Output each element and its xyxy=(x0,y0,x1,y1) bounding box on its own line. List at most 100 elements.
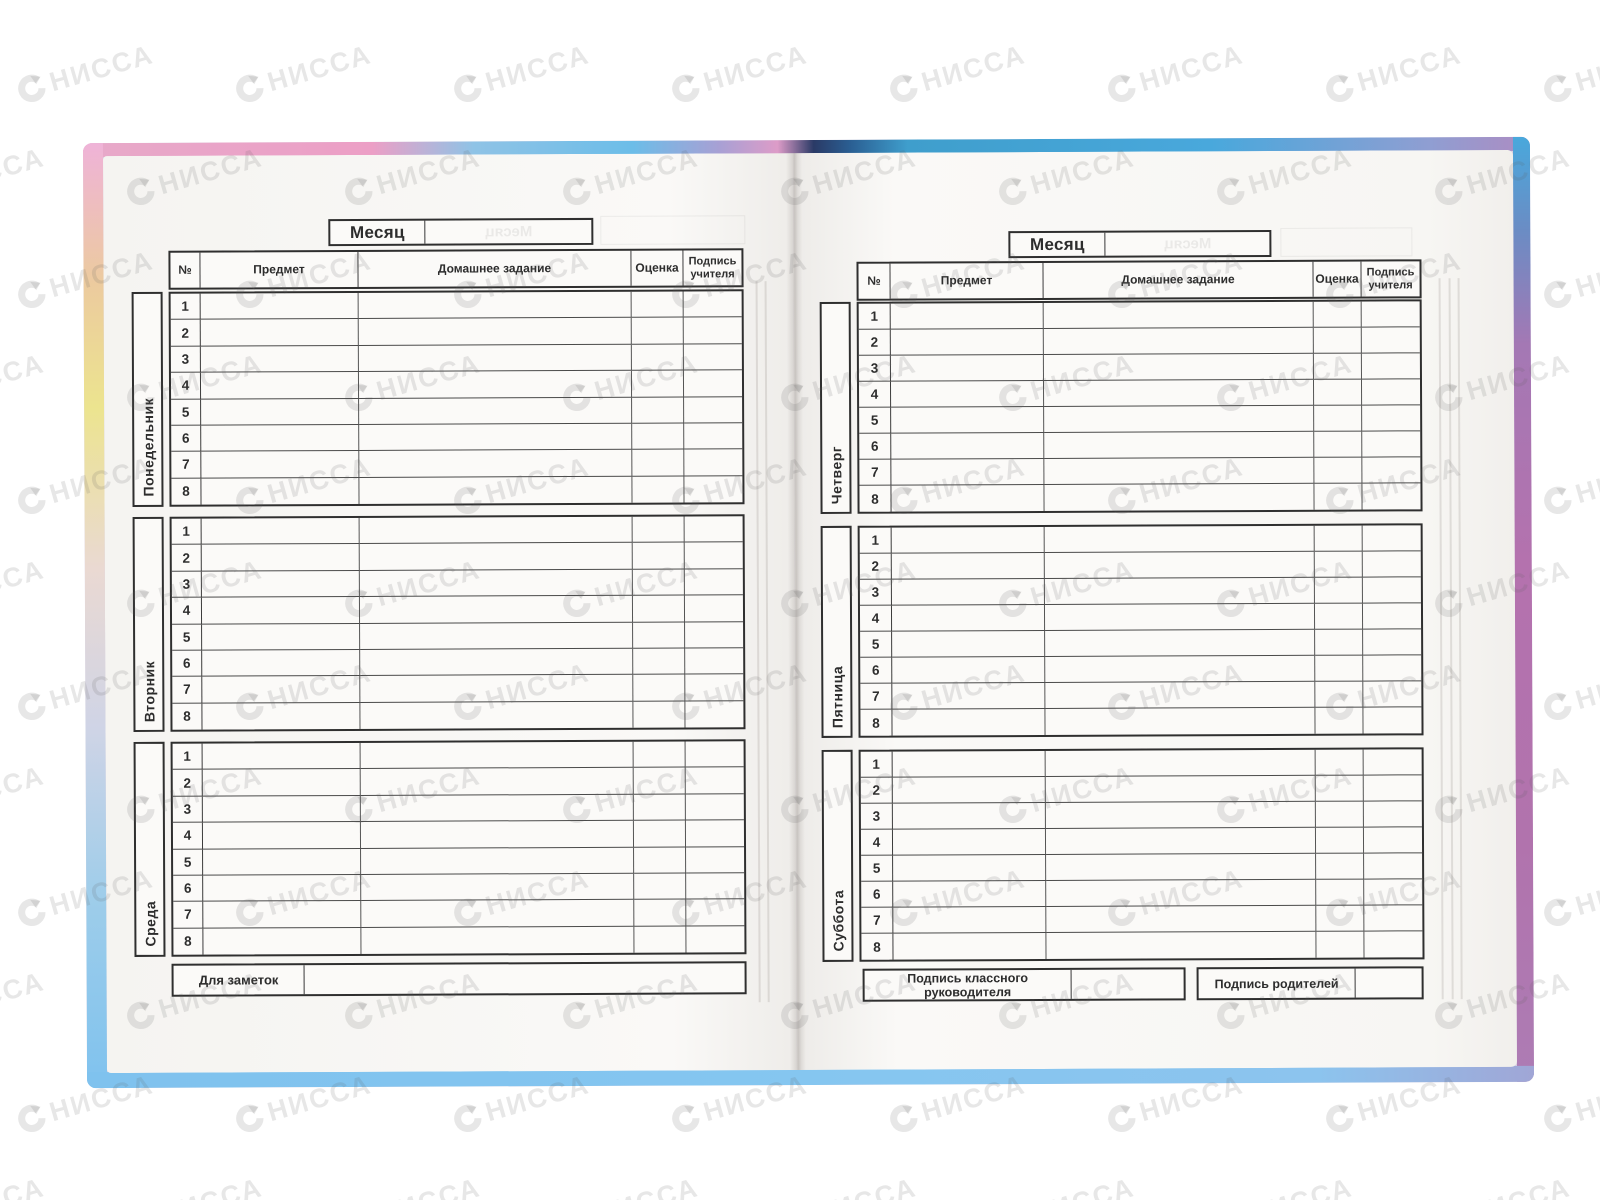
watermark: НИССА xyxy=(993,0,1138,5)
column-header-teacher-sign: Подпись учителя xyxy=(1366,266,1415,292)
subject-cell xyxy=(892,708,1046,736)
watermark-text: НИССА xyxy=(1572,451,1600,510)
grade-cell xyxy=(1314,405,1363,432)
homework-cell xyxy=(359,595,634,624)
column-header-teacher-sign: Подпись учителя xyxy=(688,255,737,281)
nissa-logo-icon xyxy=(776,0,813,4)
grade-cell xyxy=(1316,879,1365,906)
lesson-number-cell: 6 xyxy=(860,657,893,684)
class-teacher-signature-field xyxy=(1072,969,1184,998)
teacher-sign-cell xyxy=(1363,801,1422,828)
watermark: НИССА xyxy=(557,1172,702,1200)
day-label: Пятница xyxy=(820,525,853,738)
day-block: Четверг 1 2 3 4 5 6 7 8 xyxy=(819,299,1423,514)
watermark: НИССА xyxy=(1320,39,1465,108)
watermark-text: НИССА xyxy=(482,39,593,98)
teacher-sign-cell xyxy=(1361,379,1421,406)
lesson-number-cell: 3 xyxy=(858,355,891,382)
column-header-subject: Предмет xyxy=(890,262,1044,299)
teacher-sign-cell xyxy=(1364,879,1423,906)
lesson-number-cell: 8 xyxy=(172,703,203,730)
month-header-box: Месяц Месяц xyxy=(328,217,594,247)
subject-cell xyxy=(201,544,360,572)
nissa-logo-icon xyxy=(885,1100,922,1137)
lesson-number-cell: 7 xyxy=(860,683,893,710)
watermark: НИССА xyxy=(0,966,48,1035)
teacher-sign-cell xyxy=(685,621,744,649)
lesson-number-cell: 7 xyxy=(172,676,203,704)
homework-cell xyxy=(359,476,633,504)
teacher-sign-cell xyxy=(685,648,744,675)
grade-cell xyxy=(1315,775,1364,802)
watermark-text: НИССА xyxy=(591,1172,702,1200)
homework-cell xyxy=(1043,379,1315,407)
watermark: НИССА xyxy=(0,142,48,211)
nissa-logo-icon xyxy=(667,1100,704,1137)
grade-cell xyxy=(632,516,685,544)
column-header-homework: Домашнее задание xyxy=(1043,261,1314,298)
teacher-sign-cell xyxy=(1364,905,1423,932)
subject-cell xyxy=(892,682,1046,710)
watermark: НИССА xyxy=(1102,39,1247,108)
grade-cell xyxy=(632,397,685,424)
column-header-grade: Оценка xyxy=(1313,261,1362,297)
homework-cell xyxy=(361,873,635,902)
homework-cell xyxy=(359,516,633,545)
lesson-number-cell: 3 xyxy=(171,571,202,598)
lesson-number-cell: 8 xyxy=(860,709,893,736)
teacher-sign-cell xyxy=(1363,655,1422,682)
lesson-number-cell: 2 xyxy=(172,770,203,797)
homework-cell xyxy=(1045,681,1316,709)
subject-cell xyxy=(890,354,1044,382)
lesson-number-cell: 8 xyxy=(171,478,202,505)
subject-cell xyxy=(203,927,362,955)
watermark: НИССА xyxy=(121,1172,266,1200)
teacher-sign-cell xyxy=(685,741,744,768)
nissa-logo-icon xyxy=(1430,0,1467,4)
homework-cell xyxy=(1044,577,1315,605)
subject-cell xyxy=(200,345,359,373)
subject-cell xyxy=(202,702,361,730)
homework-cell xyxy=(358,344,632,373)
subject-cell xyxy=(202,795,361,823)
nissa-logo-icon xyxy=(13,482,50,519)
grade-cell xyxy=(632,595,686,623)
watermark-text: НИССА xyxy=(0,1172,48,1200)
watermark-text: НИССА xyxy=(0,142,48,201)
lesson-number-cell: 2 xyxy=(171,545,202,572)
teacher-sign-cell xyxy=(685,820,745,848)
lesson-number-cell: 4 xyxy=(172,822,204,850)
day-name: Понедельник xyxy=(139,398,156,497)
teacher-sign-cell xyxy=(1361,301,1420,328)
watermark-text: НИССА xyxy=(0,554,48,613)
day-block: Суббота 1 2 3 4 5 6 7 8 xyxy=(821,747,1425,962)
homework-cell xyxy=(360,741,634,770)
watermark: НИССА xyxy=(1538,863,1600,932)
nissa-logo-icon xyxy=(1212,0,1249,4)
watermark-text: НИССА xyxy=(373,1172,484,1200)
parents-signature-field xyxy=(1356,968,1422,997)
showthrough-box xyxy=(1280,227,1413,257)
watermark-text: НИССА xyxy=(0,348,48,407)
notes-box: Для заметок xyxy=(171,961,747,997)
subject-cell xyxy=(200,292,359,321)
watermark-text: НИССА xyxy=(0,760,48,819)
homework-cell xyxy=(361,926,635,954)
grade-cell xyxy=(633,741,686,769)
lesson-number-cell: 8 xyxy=(859,485,892,512)
day-name: Среда xyxy=(141,901,158,947)
teacher-sign-cell xyxy=(683,317,742,345)
subject-cell xyxy=(891,484,1045,512)
homework-cell xyxy=(1044,483,1315,511)
day-block: Среда 1 2 3 4 5 6 7 8 xyxy=(133,739,747,957)
teacher-sign-cell xyxy=(1363,775,1422,802)
day-name: Суббота xyxy=(829,890,846,952)
teacher-sign-cell xyxy=(684,569,743,596)
subject-cell xyxy=(201,477,360,505)
subject-cell xyxy=(201,517,360,546)
subject-cell xyxy=(201,451,360,479)
teacher-sign-cell xyxy=(686,926,744,953)
column-header-num: № xyxy=(170,252,201,288)
subject-cell xyxy=(202,822,362,850)
